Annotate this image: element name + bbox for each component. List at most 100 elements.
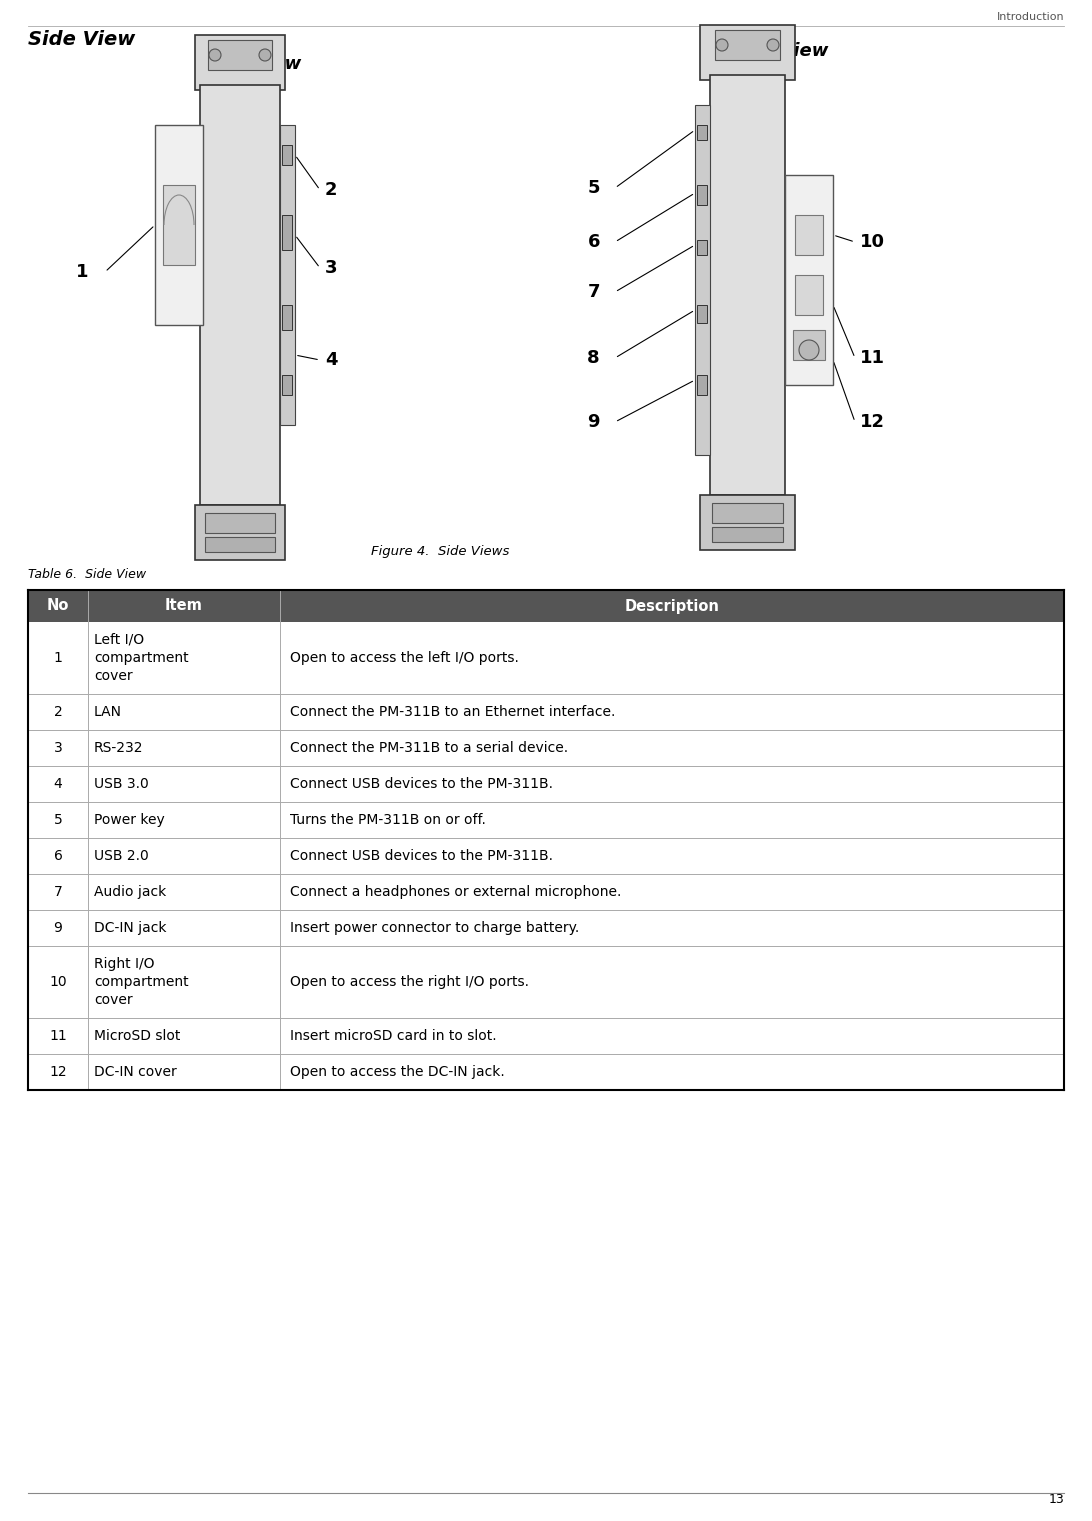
Bar <box>28 875 1064 910</box>
Text: 2: 2 <box>325 181 337 199</box>
Bar <box>785 175 833 385</box>
Bar <box>28 1054 1064 1091</box>
Text: 3: 3 <box>325 259 337 277</box>
Bar <box>795 214 823 256</box>
Text: Connect a headphones or external microphone.: Connect a headphones or external microph… <box>289 885 621 899</box>
Bar <box>195 505 285 560</box>
Text: Open to access the right I/O ports.: Open to access the right I/O ports. <box>289 975 529 989</box>
Text: 10: 10 <box>860 233 885 251</box>
Text: Connect the PM-311B to a serial device.: Connect the PM-311B to a serial device. <box>289 741 568 754</box>
Text: 9: 9 <box>587 414 600 430</box>
Bar <box>28 694 1064 730</box>
Bar <box>205 513 275 532</box>
Text: USB 2.0: USB 2.0 <box>94 849 149 862</box>
Bar <box>697 240 707 256</box>
Text: Introduction: Introduction <box>996 12 1064 21</box>
Text: USB 3.0: USB 3.0 <box>94 777 149 791</box>
Bar <box>700 24 795 81</box>
Text: 3: 3 <box>54 741 62 754</box>
Bar <box>700 494 795 551</box>
Text: Left view: Left view <box>209 55 301 73</box>
Text: LAN: LAN <box>94 706 122 719</box>
Bar <box>28 622 1064 694</box>
Text: 1: 1 <box>54 651 62 665</box>
Text: DC-IN jack: DC-IN jack <box>94 922 167 935</box>
Text: Power key: Power key <box>94 814 165 827</box>
Bar <box>715 30 780 59</box>
Text: 6: 6 <box>587 233 600 251</box>
Text: 13: 13 <box>1048 1494 1064 1506</box>
Text: 9: 9 <box>54 922 62 935</box>
Text: 10: 10 <box>49 975 67 989</box>
Text: Side View: Side View <box>28 30 135 49</box>
Text: 5: 5 <box>54 814 62 827</box>
Circle shape <box>716 40 728 52</box>
Text: Audio jack: Audio jack <box>94 885 166 899</box>
Circle shape <box>767 40 779 52</box>
Text: 4: 4 <box>325 351 337 370</box>
Text: 7: 7 <box>587 283 600 301</box>
Text: Item: Item <box>165 598 203 613</box>
Bar <box>155 125 203 325</box>
Bar <box>712 526 783 541</box>
Bar <box>710 75 785 494</box>
Text: Left I/O
compartment
cover: Left I/O compartment cover <box>94 633 189 683</box>
Bar <box>28 590 1064 622</box>
Bar <box>28 1018 1064 1054</box>
Text: Description: Description <box>625 598 720 613</box>
Text: Insert microSD card in to slot.: Insert microSD card in to slot. <box>289 1030 497 1043</box>
Bar <box>28 946 1064 1018</box>
Bar <box>697 186 707 205</box>
Text: Connect the PM-311B to an Ethernet interface.: Connect the PM-311B to an Ethernet inter… <box>289 706 615 719</box>
Bar <box>28 802 1064 838</box>
Text: Right view: Right view <box>722 43 829 59</box>
Bar <box>697 376 707 395</box>
Bar <box>163 186 195 265</box>
Text: 11: 11 <box>860 348 885 367</box>
Text: Connect USB devices to the PM-311B.: Connect USB devices to the PM-311B. <box>289 849 553 862</box>
Text: DC-IN cover: DC-IN cover <box>94 1065 177 1078</box>
Bar <box>697 125 707 140</box>
Bar <box>195 35 285 90</box>
Bar <box>28 910 1064 946</box>
Bar <box>695 105 710 455</box>
Text: 7: 7 <box>54 885 62 899</box>
Bar <box>795 275 823 315</box>
Bar <box>205 537 275 552</box>
Bar <box>282 306 292 330</box>
Text: Table 6.  Side View: Table 6. Side View <box>28 567 146 581</box>
Text: Right I/O
compartment
cover: Right I/O compartment cover <box>94 957 189 1007</box>
Text: 2: 2 <box>54 706 62 719</box>
Bar <box>282 144 292 164</box>
Text: Open to access the left I/O ports.: Open to access the left I/O ports. <box>289 651 519 665</box>
Text: RS-232: RS-232 <box>94 741 143 754</box>
Text: 8: 8 <box>587 348 600 367</box>
Text: Turns the PM-311B on or off.: Turns the PM-311B on or off. <box>289 814 486 827</box>
Circle shape <box>259 49 271 61</box>
Bar <box>207 40 272 70</box>
Bar <box>697 306 707 322</box>
Text: Open to access the DC-IN jack.: Open to access the DC-IN jack. <box>289 1065 505 1078</box>
Text: 6: 6 <box>54 849 62 862</box>
Bar <box>712 503 783 523</box>
Bar <box>28 767 1064 802</box>
Text: 11: 11 <box>49 1030 67 1043</box>
Text: Insert power connector to charge battery.: Insert power connector to charge battery… <box>289 922 579 935</box>
Text: 4: 4 <box>54 777 62 791</box>
Text: 12: 12 <box>49 1065 67 1078</box>
Bar <box>282 376 292 395</box>
Bar <box>282 214 292 249</box>
Bar <box>200 85 280 505</box>
Circle shape <box>209 49 221 61</box>
Text: Connect USB devices to the PM-311B.: Connect USB devices to the PM-311B. <box>289 777 553 791</box>
Bar <box>280 125 295 424</box>
Text: 12: 12 <box>860 414 885 430</box>
Bar <box>793 330 824 360</box>
Bar <box>28 730 1064 767</box>
Text: No: No <box>47 598 69 613</box>
Bar <box>28 838 1064 875</box>
Circle shape <box>799 341 819 360</box>
Text: 5: 5 <box>587 179 600 198</box>
Text: MicroSD slot: MicroSD slot <box>94 1030 180 1043</box>
Text: Figure 4.  Side Views: Figure 4. Side Views <box>371 545 509 558</box>
